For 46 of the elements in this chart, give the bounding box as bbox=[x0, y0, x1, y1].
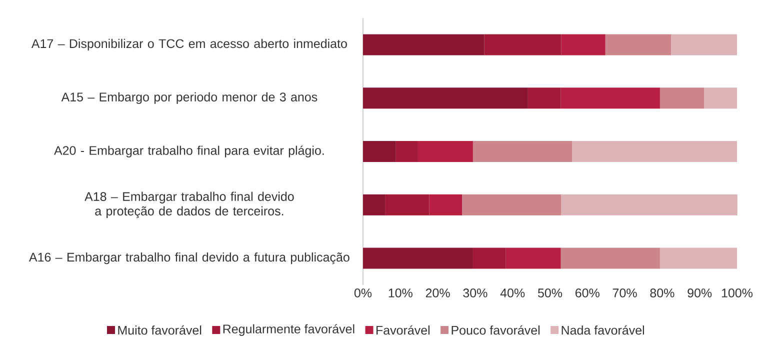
x-tick-label: 100% bbox=[722, 288, 753, 298]
bar bbox=[506, 248, 561, 269]
bar bbox=[660, 88, 704, 109]
bar bbox=[363, 248, 473, 269]
bar bbox=[704, 88, 737, 109]
bar bbox=[660, 248, 737, 269]
bar bbox=[462, 194, 562, 216]
x-tick-label: 50% bbox=[538, 288, 562, 298]
legend-label: Pouco favorável bbox=[452, 325, 540, 335]
y-tick-label: A18 – Embargar trabalho final devido a proteção de dados de terceiros. bbox=[84, 192, 294, 218]
x-tick-label: 80% bbox=[650, 288, 674, 298]
x-tick-label: 10% bbox=[388, 288, 412, 298]
bar bbox=[363, 34, 484, 56]
bar bbox=[572, 141, 737, 162]
x-tick-label: 20% bbox=[426, 288, 450, 298]
bar bbox=[528, 88, 561, 109]
x-tick-label: 40% bbox=[500, 288, 525, 298]
bar bbox=[561, 194, 738, 216]
bar bbox=[561, 34, 606, 56]
legend-label: Regularmente favorável bbox=[223, 324, 354, 336]
bar bbox=[560, 88, 660, 109]
legend-label: Favorável bbox=[376, 325, 430, 335]
y-tick-label: A16 – Embargar trabalho final devido a futura publicação bbox=[28, 252, 350, 264]
bar bbox=[385, 194, 430, 216]
bar bbox=[605, 34, 672, 56]
legend-label: Nada favorável bbox=[562, 325, 644, 335]
bar bbox=[363, 141, 396, 162]
y-tick-label: A17 – Disponibilizar o TCC em acesso aberto inmediato bbox=[31, 38, 347, 51]
bar bbox=[472, 248, 506, 269]
x-tick-label: 60% bbox=[576, 288, 600, 298]
x-tick-label: 0% bbox=[354, 288, 372, 298]
bar bbox=[472, 141, 572, 162]
bar bbox=[560, 248, 660, 269]
bar bbox=[363, 88, 528, 109]
bar bbox=[429, 194, 462, 216]
y-tick-label: A15 – Embargo por periodo menor de 3 anos bbox=[61, 92, 318, 104]
x-tick-label: 70% bbox=[612, 288, 637, 298]
bar bbox=[396, 141, 418, 162]
legend-label: Muito favorável bbox=[118, 325, 202, 335]
bar bbox=[418, 141, 473, 162]
bar bbox=[363, 194, 386, 216]
bar bbox=[484, 34, 562, 56]
x-tick-label: 90% bbox=[688, 288, 712, 298]
bar bbox=[671, 34, 737, 56]
y-tick-label: A20 - Embargar trabalho final para evitar plágio. bbox=[54, 146, 324, 158]
x-tick-label: 30% bbox=[463, 288, 488, 298]
